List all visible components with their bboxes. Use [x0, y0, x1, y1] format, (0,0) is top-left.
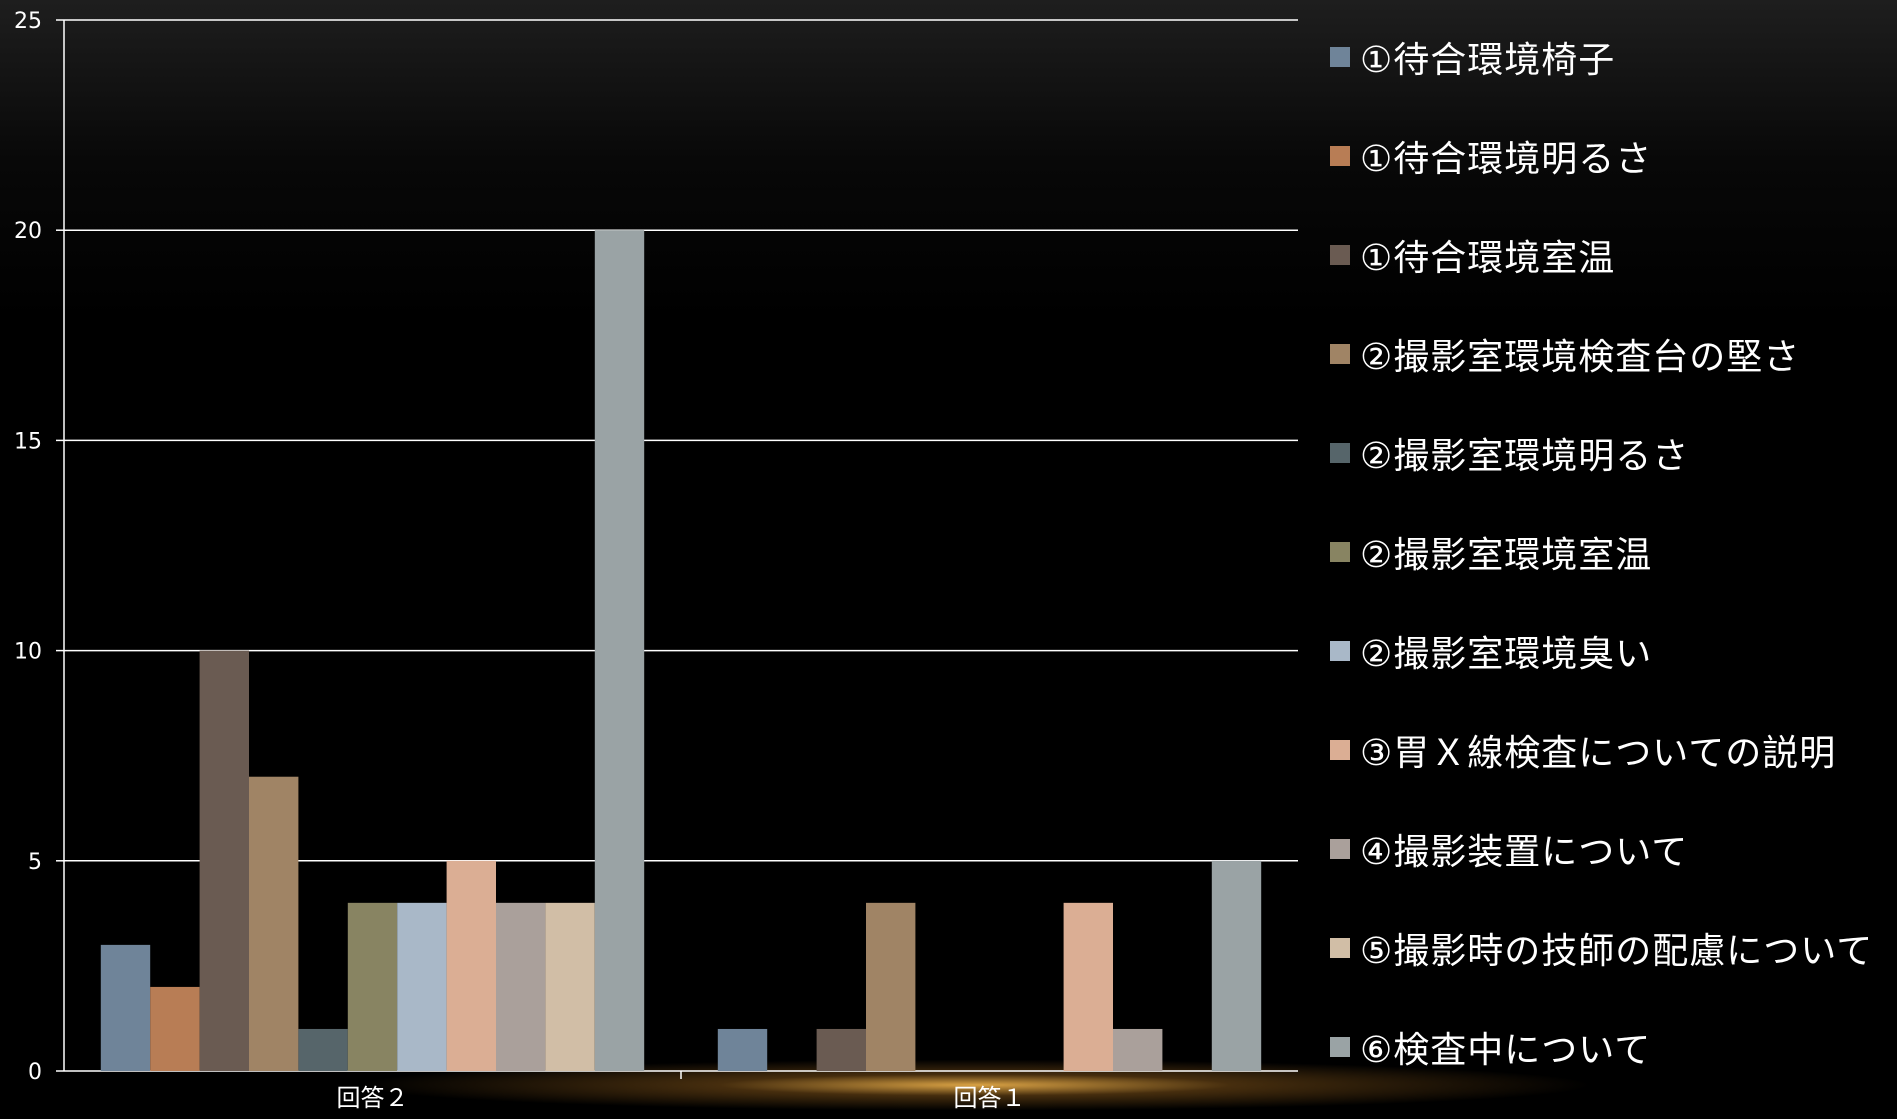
- legend-swatch: [1330, 245, 1350, 265]
- bar-3-cat-1: [199, 650, 249, 1071]
- y-tick-label: 25: [14, 9, 42, 34]
- legend-label: ②撮影室環境明るさ: [1360, 436, 1690, 477]
- legend-item: ③胃Ｘ線検査についての説明: [1330, 725, 1836, 775]
- bar-4-cat-2: [866, 902, 916, 1071]
- legend-swatch: [1330, 839, 1350, 859]
- y-tick-label: 0: [28, 1060, 42, 1085]
- legend-item: ①待合環境明るさ: [1330, 131, 1652, 181]
- legend-swatch: [1330, 146, 1350, 166]
- bar-11-cat-1: [594, 230, 645, 1071]
- legend-item: ②撮影室環境臭い: [1330, 626, 1652, 676]
- bar-10-cat-1: [545, 902, 595, 1071]
- legend-item: ⑥検査中について: [1330, 1022, 1651, 1072]
- legend-item: ②撮影室環境室温: [1330, 527, 1652, 577]
- legend-label: ②撮影室環境室温: [1360, 535, 1653, 576]
- legend-label: ③胃Ｘ線検査についての説明: [1360, 733, 1837, 774]
- legend-label: ①待合環境室温: [1360, 238, 1616, 279]
- bar-6-cat-1: [347, 902, 398, 1071]
- bar-3-cat-2: [816, 1028, 866, 1071]
- legend-swatch: [1330, 47, 1350, 67]
- legend-swatch: [1330, 1037, 1350, 1057]
- legend-label: ①待合環境明るさ: [1360, 139, 1653, 180]
- bar-1-cat-1: [100, 944, 151, 1071]
- legend-swatch: [1330, 641, 1350, 661]
- legend-swatch: [1330, 938, 1350, 958]
- x-category-label: 回答１: [954, 1084, 1026, 1112]
- chart-legend: ①待合環境椅子 ①待合環境明るさ ①待合環境室温 ②撮影室環境検査台の堅さ ②撮影室環境…: [1330, 0, 1890, 1090]
- legend-label: ①待合環境椅子: [1360, 40, 1616, 81]
- legend-label: ⑤撮影時の技師の配慮について: [1360, 931, 1874, 972]
- legend-item: ②撮影室環境明るさ: [1330, 428, 1689, 478]
- y-tick-label: 15: [14, 429, 42, 454]
- bar-11-cat-2: [1211, 860, 1262, 1071]
- legend-item: ①待合環境室温: [1330, 230, 1615, 280]
- legend-item: ④撮影装置について: [1330, 824, 1688, 874]
- legend-item: ②撮影室環境検査台の堅さ: [1330, 329, 1800, 379]
- bar-4-cat-1: [249, 776, 299, 1071]
- legend-label: ④撮影装置について: [1360, 832, 1689, 873]
- y-tick-label: 5: [28, 850, 42, 875]
- bar-7-cat-1: [397, 902, 447, 1071]
- legend-swatch: [1330, 344, 1350, 364]
- legend-label: ②撮影室環境検査台の堅さ: [1360, 337, 1801, 378]
- bar-8-cat-1: [446, 860, 496, 1071]
- legend-label: ⑥検査中について: [1360, 1030, 1652, 1071]
- bar-2-cat-1: [150, 986, 200, 1071]
- bar-5-cat-1: [298, 1028, 348, 1071]
- legend-item: ①待合環境椅子: [1330, 32, 1615, 82]
- bar-1-cat-2: [717, 1028, 768, 1071]
- legend-swatch: [1330, 542, 1350, 562]
- legend-swatch: [1330, 443, 1350, 463]
- legend-item: ⑤撮影時の技師の配慮について: [1330, 923, 1873, 973]
- legend-swatch: [1330, 740, 1350, 760]
- bar-8-cat-2: [1063, 902, 1113, 1071]
- legend-label: ②撮影室環境臭い: [1360, 634, 1653, 675]
- x-category-label: 回答２: [337, 1084, 409, 1112]
- bar-9-cat-1: [496, 902, 546, 1071]
- bar-9-cat-2: [1113, 1028, 1163, 1071]
- y-tick-label: 20: [14, 219, 42, 244]
- y-tick-label: 10: [14, 640, 42, 665]
